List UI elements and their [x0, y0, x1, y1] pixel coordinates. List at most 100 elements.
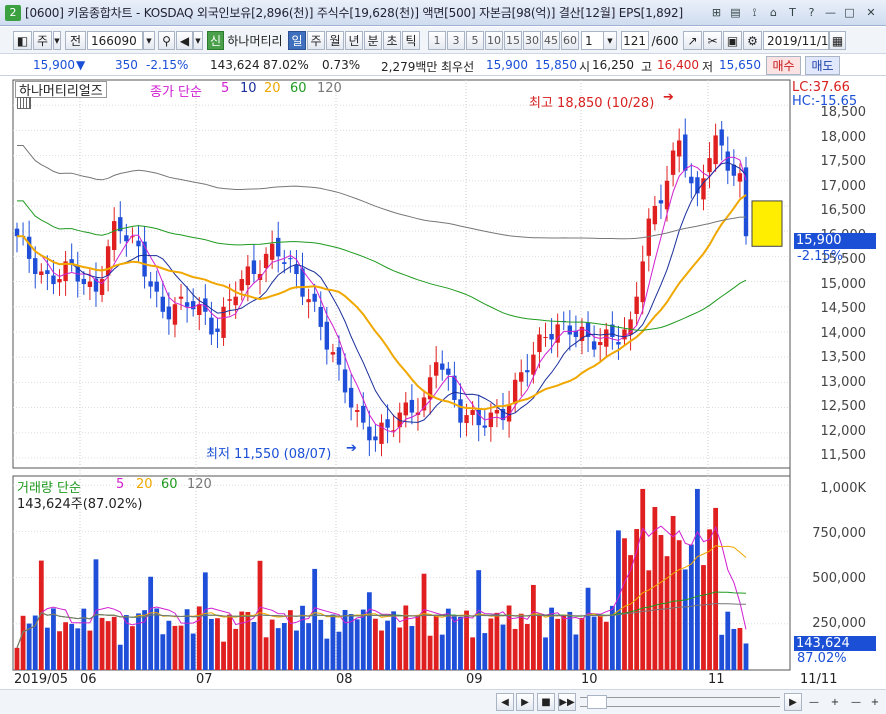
scroll-left-icon[interactable]: ◀	[496, 693, 514, 711]
minus-icon[interactable]: —	[851, 696, 861, 708]
gear-icon[interactable]: ⚙	[743, 31, 762, 50]
volume-bar	[688, 544, 694, 670]
chart-area[interactable]	[0, 77, 886, 687]
volume-bar	[725, 611, 731, 670]
minimize-icon[interactable]: —	[825, 6, 836, 19]
volume-bar	[44, 627, 50, 670]
save-icon[interactable]: ▣	[723, 31, 742, 50]
last-volume-pct-tag: 87.02%	[797, 651, 847, 666]
period-button-4[interactable]: 분	[364, 31, 382, 50]
count-input[interactable]: 121	[621, 31, 649, 50]
layout-icon[interactable]: ◧	[13, 31, 32, 50]
mode-dropdown-icon[interactable]: ▼	[53, 31, 61, 50]
volume-value-label: 143,624주(87.02%)	[17, 497, 143, 512]
candle-body	[300, 268, 305, 297]
buy-button[interactable]: 매수	[766, 56, 801, 75]
price-tick-10: 13,500	[820, 350, 867, 365]
unit-dropdown-icon[interactable]: ▼	[603, 31, 617, 50]
volume-bar	[603, 621, 609, 670]
code-dropdown-icon[interactable]: ▼	[143, 31, 155, 50]
zoom-out-icon[interactable]: —	[809, 696, 819, 708]
period-button-6[interactable]: 틱	[402, 31, 420, 50]
period-button-3[interactable]: 년	[345, 31, 363, 50]
fast-forward-icon[interactable]: ▶▶	[558, 693, 576, 711]
candle-body	[385, 419, 390, 428]
ma10-legend: 10	[240, 81, 257, 96]
candle-body	[336, 347, 342, 365]
low-arrow-icon: ➔	[346, 441, 357, 456]
volume-bar	[215, 618, 220, 670]
table-icon[interactable]	[17, 97, 31, 109]
sell-button[interactable]: 매도	[805, 56, 840, 75]
scroll-thumb[interactable]	[587, 695, 607, 709]
volume-bar	[130, 626, 135, 670]
volume-bar	[148, 576, 154, 670]
candle-body	[172, 304, 178, 325]
candle-body	[184, 302, 190, 307]
vol-ma5-legend: 5	[116, 477, 125, 492]
scroll-track[interactable]	[580, 697, 780, 707]
candle-body	[26, 236, 32, 259]
price-tick-9: 14,000	[820, 325, 867, 341]
volume-bar	[591, 616, 597, 670]
search-icon[interactable]: ⚲	[158, 31, 175, 50]
volume-bar	[385, 620, 390, 670]
stop-icon[interactable]: ■	[537, 693, 555, 711]
mode-week-button[interactable]: 주	[33, 31, 52, 50]
candle-body	[707, 158, 712, 173]
speaker-dropdown-icon[interactable]: ▼	[193, 31, 203, 50]
chart-canvas[interactable]	[0, 77, 886, 687]
candle-body	[737, 173, 743, 182]
volume-bar	[713, 507, 719, 670]
close-icon[interactable]: ✕	[866, 6, 876, 19]
candle-body	[555, 324, 560, 343]
minute-button-7[interactable]: 60	[561, 31, 579, 50]
minute-button-6[interactable]: 45	[542, 31, 560, 50]
candle-body	[397, 412, 402, 428]
date-input[interactable]: 2019/11/11	[763, 31, 836, 50]
volume-bar	[616, 530, 621, 670]
maximize-icon[interactable]: □	[844, 6, 855, 19]
tray-icon[interactable]: ▤	[730, 6, 741, 19]
candle-body	[695, 177, 700, 194]
period-button-0[interactable]: 일	[288, 31, 306, 50]
minute-button-2[interactable]: 5	[466, 31, 484, 50]
mode-all-button[interactable]: 전	[65, 31, 86, 50]
candle-body	[51, 275, 56, 285]
speaker-icon[interactable]: ◀	[176, 31, 193, 50]
font-icon[interactable]: T	[789, 6, 796, 19]
candle-body	[178, 296, 184, 299]
minute-button-4[interactable]: 15	[504, 31, 522, 50]
calendar-icon[interactable]: ▦	[829, 31, 846, 50]
minute-button-0[interactable]: 1	[428, 31, 446, 50]
bottom-bar: ◀ ▶ ■ ▶▶ ▶ — + — +	[0, 689, 886, 714]
volume-bar	[664, 556, 670, 670]
minute-button-3[interactable]: 10	[485, 31, 503, 50]
arrow-icon[interactable]: ↗	[683, 31, 702, 50]
volume-bar	[391, 611, 397, 670]
candle-body	[531, 354, 536, 375]
cursor-icon[interactable]: ⟟	[752, 5, 757, 19]
volume-bar	[142, 610, 147, 670]
play-icon[interactable]: ▶	[516, 693, 534, 711]
ma10-line	[17, 162, 747, 423]
period-button-2[interactable]: 월	[326, 31, 344, 50]
candle-body	[148, 281, 153, 287]
minute-button-5[interactable]: 30	[523, 31, 541, 50]
volume-bar	[506, 605, 512, 670]
volume-bar	[646, 570, 652, 670]
period-button-5[interactable]: 초	[383, 31, 401, 50]
ma60-legend: 60	[290, 81, 307, 96]
plus-icon[interactable]: +	[870, 696, 880, 708]
candle-body	[342, 369, 348, 393]
help-icon[interactable]: ?	[808, 6, 815, 19]
stock-code-input[interactable]: 166090	[87, 31, 143, 50]
scissors-icon[interactable]: ✂	[703, 31, 722, 50]
grid-icon[interactable]: ⊞	[711, 6, 722, 19]
scroll-right-icon[interactable]: ▶	[784, 693, 802, 711]
lock-icon[interactable]: ⌂	[770, 6, 777, 19]
period-button-1[interactable]: 주	[307, 31, 325, 50]
volume-bar	[26, 623, 32, 670]
zoom-in-icon[interactable]: +	[830, 696, 840, 708]
minute-button-1[interactable]: 3	[447, 31, 465, 50]
